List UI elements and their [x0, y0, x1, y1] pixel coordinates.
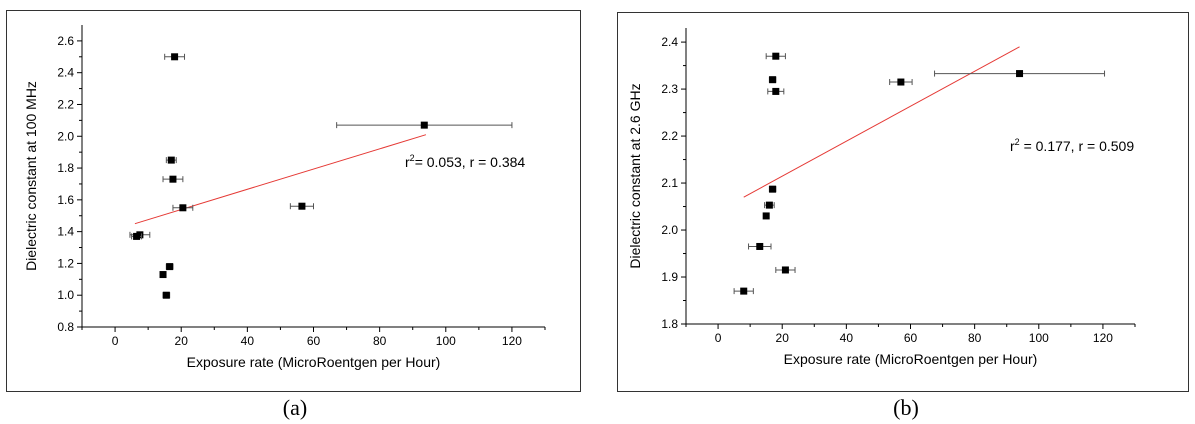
chart-b-data-point	[781, 266, 789, 274]
chart-b-annotation: r2 = 0.177, r = 0.509	[1010, 137, 1134, 154]
chart-panel-a: 0 20 40 60 80 100 120 0.8 1.0 1.2 1.4 1.6 1.8 2.0 2.2 2…	[6, 10, 581, 392]
chart-b-data-point	[769, 76, 777, 84]
chart-b-x-tick-label: 80	[968, 331, 982, 345]
chart-a-x-tick-label: 20	[175, 334, 189, 348]
chart-a-y-tick-label: 2.6	[57, 34, 74, 48]
chart-a-x-tick-label: 40	[241, 334, 255, 348]
caption-b: (b)	[893, 395, 919, 420]
chart-b-x-tick-label: 100	[1029, 331, 1049, 345]
chart-a-y-axis-title: Dielectric constant at 100 MHz	[23, 81, 39, 271]
chart-b-x-tick-label: 20	[776, 331, 790, 345]
chart-a-y-tick-label: 1.4	[57, 225, 74, 239]
chart-a-x-tick-label: 0	[112, 334, 119, 348]
chart-b-data-point	[772, 52, 780, 60]
chart-a-data-point	[167, 156, 175, 164]
chart-a-y-tick-label: 0.8	[57, 320, 74, 334]
chart-a-annotation: r2= 0.053, r = 0.384	[405, 153, 525, 170]
chart-a-y-tick-label: 2.0	[57, 129, 74, 143]
chart-b-fit-line	[743, 46, 1020, 198]
chart-a-data-point	[298, 202, 306, 210]
chart-a-data-point	[133, 232, 141, 240]
chart-b-data-point	[1016, 70, 1024, 78]
chart-b-data-point	[756, 242, 764, 250]
chart-b-data-point	[762, 212, 770, 220]
chart-a-data-point	[179, 204, 187, 212]
chart-a-data-point	[169, 175, 177, 183]
chart-b-y-tick-label: 1.8	[661, 317, 678, 331]
chart-a-data-point	[162, 291, 170, 299]
chart-b-y-tick-label: 2.3	[661, 82, 678, 96]
chart-a-x-tick-label: 100	[436, 334, 456, 348]
chart-b-data-point	[765, 201, 773, 209]
chart-b-x-tick-label: 0	[715, 331, 722, 345]
chart-b-y-axis-title: Dielectric constant at 2.6 GHz	[627, 83, 643, 268]
chart-a-y-tick-label: 2.2	[57, 97, 74, 111]
chart-b-data-point	[769, 185, 777, 193]
chart-a-data-point	[159, 271, 167, 279]
chart-b-x-axis-title: Exposure rate (MicroRoentgen per Hour)	[784, 351, 1038, 367]
chart-a-y-tick-label: 1.2	[57, 256, 74, 270]
chart-a-data-point	[171, 53, 179, 61]
chart-panel-b: 0 20 40 60 80 100 120 1.8 1.9 2.0 2.1 2.2 2.3 2.4 Expo…	[617, 12, 1189, 392]
chart-b-data-point	[897, 78, 905, 86]
chart-a-x-axis-title: Exposure rate (MicroRoentgen per Hour)	[187, 354, 441, 370]
chart-b-x-tick-label: 60	[904, 331, 918, 345]
chart-b-y-tick-label: 2.2	[661, 129, 678, 143]
chart-b-y-tick-label: 2.4	[661, 35, 678, 49]
chart-a-y-tick-label: 1.0	[57, 288, 74, 302]
chart-a-y-tick-label: 1.6	[57, 193, 74, 207]
chart-a-y-tick-label: 2.4	[57, 66, 74, 80]
chart-a-data-point	[420, 121, 428, 129]
chart-b-data-point	[740, 287, 748, 295]
chart-a-svg: 0 20 40 60 80 100 120 0.8 1.0 1.2 1.4 1.6 1.8 2.0 2.2 2…	[23, 25, 546, 370]
chart-b-data-point	[772, 87, 780, 95]
chart-a-x-tick-label: 80	[373, 334, 387, 348]
chart-a-data-point	[166, 263, 174, 271]
chart-b-x-tick-label: 40	[840, 331, 854, 345]
chart-b-y-tick-label: 2.1	[661, 176, 678, 190]
chart-a-x-tick-label: 60	[307, 334, 321, 348]
chart-b-y-tick-label: 1.9	[661, 270, 678, 284]
chart-a-y-tick-label: 1.8	[57, 161, 74, 175]
chart-b-x-tick-label: 120	[1093, 331, 1113, 345]
chart-b-y-tick-label: 2.0	[661, 223, 678, 237]
caption-a: (a)	[282, 395, 308, 420]
chart-a-x-tick-label: 120	[502, 334, 522, 348]
chart-b-svg: 0 20 40 60 80 100 120 1.8 1.9 2.0 2.1 2.2 2.3 2.4 Expo…	[627, 28, 1136, 367]
